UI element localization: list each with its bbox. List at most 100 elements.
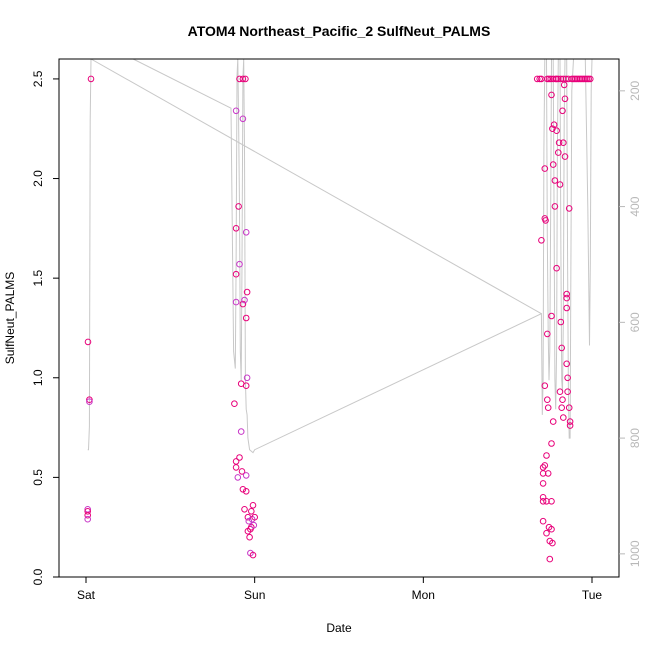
data-point	[549, 161, 557, 168]
data-point	[563, 290, 571, 298]
data-point	[550, 121, 558, 128]
data-point	[232, 270, 240, 278]
data-point	[249, 551, 257, 559]
data-point	[548, 525, 555, 533]
x-tick-label: Sun	[244, 588, 265, 602]
data-point	[561, 153, 569, 160]
data-point	[558, 404, 566, 412]
y-tick-label: 0.0	[31, 568, 45, 585]
data-point	[84, 338, 92, 346]
y2-tick-label: 400	[628, 196, 642, 216]
data-point	[548, 440, 555, 447]
data-point	[565, 75, 572, 83]
data-point	[560, 81, 568, 89]
data-point	[563, 294, 571, 302]
data-point	[249, 502, 257, 509]
y-tick-label: 1.5	[31, 270, 45, 287]
data-point	[556, 388, 564, 396]
data-point	[239, 486, 247, 493]
data-point	[542, 217, 549, 224]
data-point	[553, 127, 560, 134]
data-point	[541, 382, 549, 390]
data-point	[555, 149, 562, 156]
data-point	[234, 474, 242, 481]
data-point	[543, 498, 550, 505]
data-point	[239, 115, 247, 123]
data-point	[242, 382, 250, 390]
plot-layer	[84, 59, 594, 563]
data-point	[231, 400, 238, 408]
chart-title: ATOM4 Northeast_Pacific_2 SulfNeut_PALMS	[188, 23, 491, 39]
data-point	[84, 515, 91, 523]
data-point	[539, 498, 547, 505]
y-tick-label: 1.0	[31, 369, 45, 386]
data-point	[243, 288, 251, 296]
data-point	[565, 205, 573, 212]
data-point	[551, 203, 559, 210]
data-point	[251, 513, 258, 521]
data-point	[248, 508, 255, 515]
data-point	[538, 237, 545, 244]
data-point	[238, 468, 246, 475]
axes-layer: 0.0 0.5 1.0 1.5 2.0 2.5 200 400 600 800 1000 Sat Sun…	[31, 58, 642, 602]
data-point	[232, 464, 240, 471]
y-tick-label: 0.5	[31, 469, 45, 486]
data-point	[551, 177, 559, 184]
data-point	[560, 414, 567, 421]
data-point	[563, 360, 571, 368]
data-point	[250, 521, 258, 529]
data-point	[239, 75, 247, 83]
data-point	[239, 300, 247, 308]
x-axis-label: Date	[326, 621, 352, 635]
data-point	[565, 404, 573, 412]
data-point	[556, 181, 564, 188]
data-point	[237, 428, 245, 435]
data-point	[544, 330, 551, 338]
data-point	[84, 511, 91, 519]
data-point	[533, 75, 541, 83]
data-point	[544, 470, 552, 477]
data-point	[566, 418, 574, 425]
data-point	[242, 488, 250, 495]
x-tick-label: Sat	[77, 588, 96, 602]
data-point	[84, 508, 91, 515]
data-point	[245, 517, 253, 525]
data-point	[549, 75, 557, 83]
y2-tick-label: 1000	[628, 540, 642, 567]
data-point	[549, 539, 556, 547]
data-point	[558, 344, 566, 352]
data-point	[242, 75, 249, 83]
data-point	[539, 517, 547, 525]
data-point	[559, 396, 566, 404]
pressure-line	[87, 59, 593, 454]
y2-tick-label: 600	[628, 312, 642, 332]
data-point	[549, 418, 557, 425]
plot-inner	[84, 59, 594, 563]
data-point	[232, 298, 240, 306]
data-point	[564, 388, 571, 396]
data-point	[560, 139, 567, 146]
data-point	[548, 91, 555, 99]
data-point	[242, 229, 250, 236]
data-point	[541, 165, 549, 172]
data-point	[553, 264, 560, 272]
data-point	[553, 75, 560, 83]
data-point	[561, 95, 569, 103]
x-tick-label: Mon	[412, 588, 435, 602]
data-point	[559, 107, 566, 115]
data-point	[235, 203, 242, 210]
data-point	[232, 225, 240, 232]
pressure-line-transit	[90, 59, 542, 315]
data-point	[548, 312, 555, 320]
data-point	[543, 452, 550, 459]
y-tick-label: 2.0	[31, 170, 45, 187]
data-point	[241, 296, 248, 304]
y2-tick-label: 200	[628, 80, 642, 100]
data-point	[241, 506, 248, 513]
data-point	[236, 260, 243, 268]
data-point	[232, 107, 240, 115]
data-point	[538, 75, 545, 83]
data-point	[86, 398, 93, 406]
data-point	[86, 396, 93, 404]
